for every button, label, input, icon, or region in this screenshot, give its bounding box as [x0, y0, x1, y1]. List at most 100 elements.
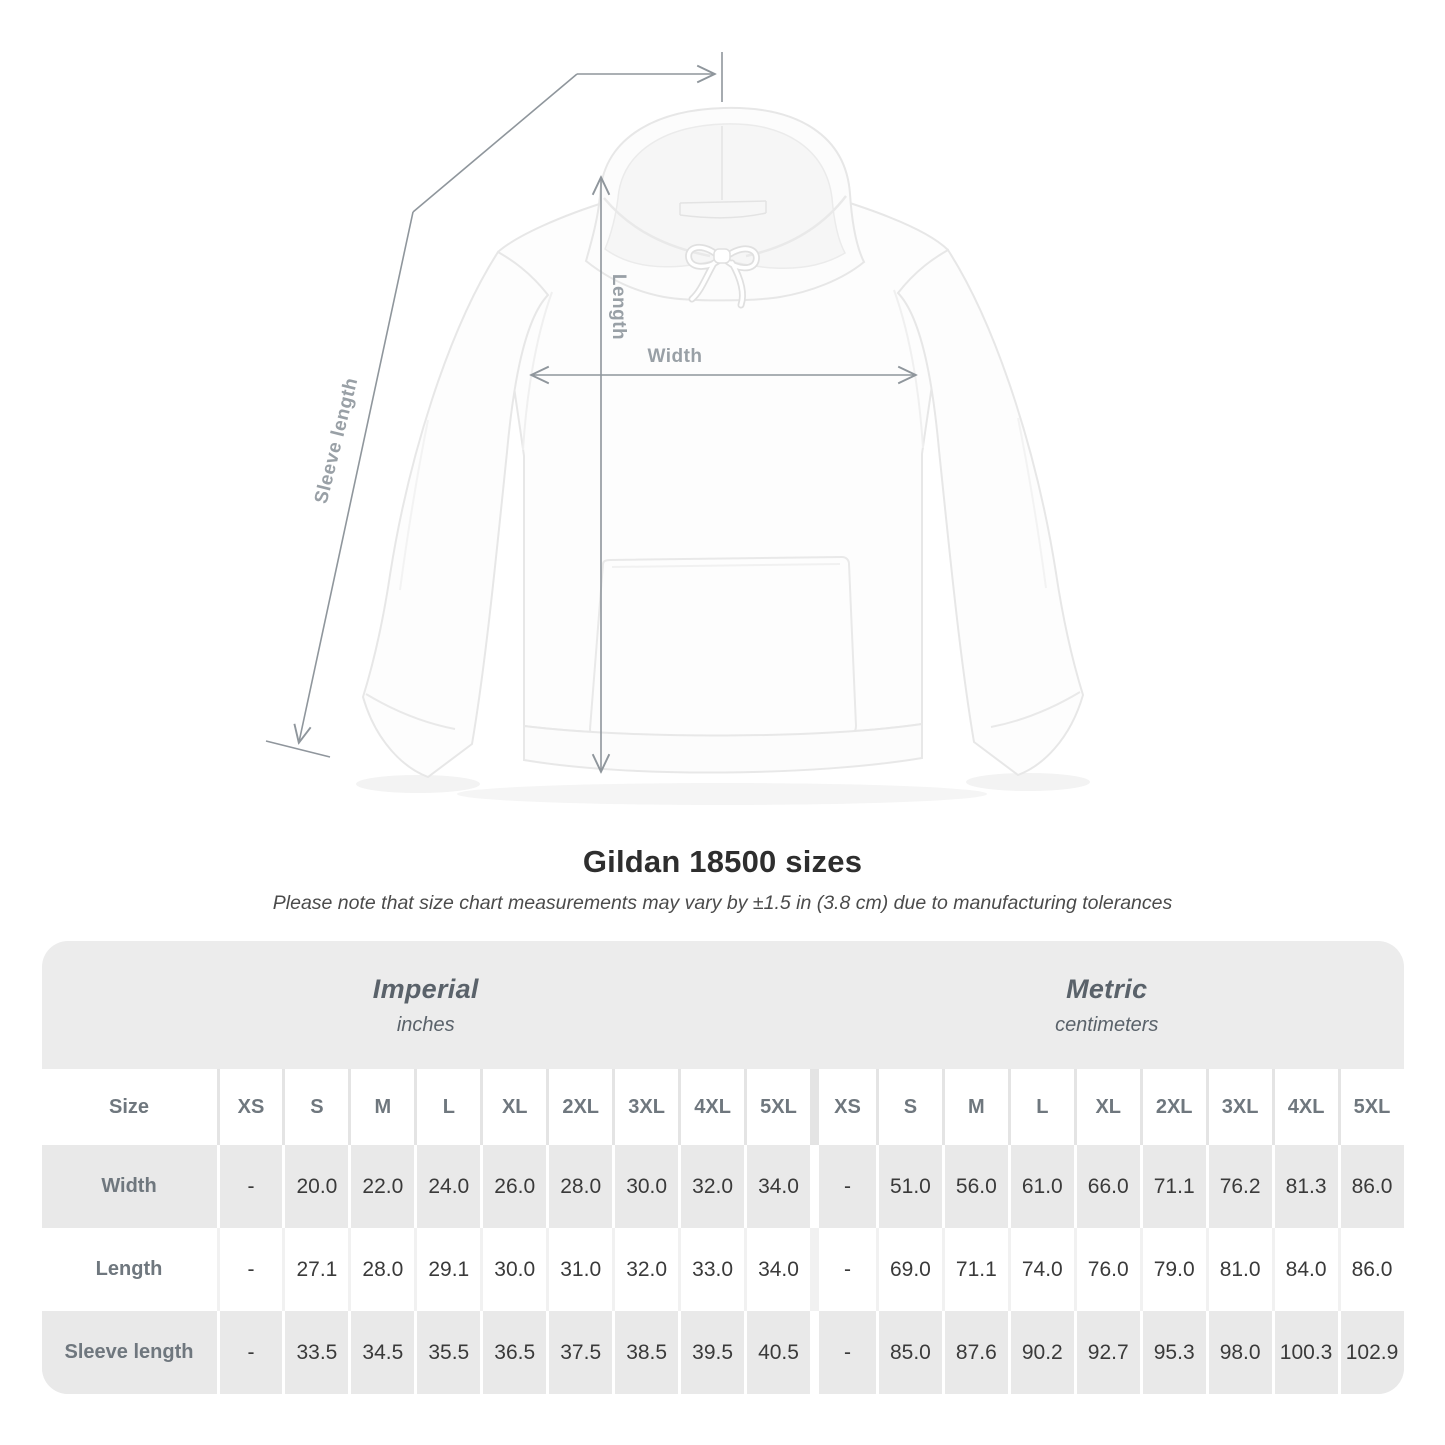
hoodie-pocket: [588, 555, 858, 741]
imperial-value-cell: -: [216, 1311, 283, 1394]
imperial-size-header-3xl: 3XL: [612, 1069, 678, 1145]
imperial-value-cell: 28.0: [546, 1145, 612, 1228]
page-title: Gildan 18500 sizes: [582, 844, 863, 879]
metric-unit-label: centimeters: [1055, 1013, 1159, 1036]
metric-value-cell: -: [809, 1228, 876, 1311]
row-label: Length: [95, 1258, 163, 1280]
metric-value-cell: 71.1: [941, 1228, 1008, 1311]
metric-size-header-3xl: 3XL: [1205, 1069, 1272, 1145]
imperial-value-cell: 34.0: [744, 1228, 810, 1311]
metric-size-header-5xl: 5XL: [1337, 1069, 1404, 1145]
row-label: Width: [101, 1175, 157, 1197]
measure-row-length: Length -27.1 28.0 29.1 30.0 31.0 32.0 33.0 34.0-…: [41, 1228, 1404, 1311]
metric-value-cell: 81.0: [1205, 1228, 1272, 1311]
metric-value-cell: 56.0: [941, 1145, 1008, 1228]
imperial-size-header-m: M: [348, 1069, 414, 1145]
size-chart: Imperial inches Metric centimeters Size X…: [41, 941, 1404, 1394]
tolerance-note: Please note that size chart measurements…: [272, 892, 1173, 914]
metric-size-header-s: S: [875, 1069, 942, 1145]
imperial-value-cell: 32.0: [678, 1145, 744, 1228]
imperial-value-cell: 30.0: [480, 1228, 546, 1311]
imperial-size-header-4xl: 4XL: [678, 1069, 744, 1145]
metric-size-header-l: L: [1007, 1069, 1074, 1145]
metric-value-cell: 66.0: [1073, 1145, 1140, 1228]
imperial-size-header-5xl: 5XL: [744, 1069, 810, 1145]
metric-value-cell: 86.0: [1337, 1228, 1404, 1311]
measure-row-sleeve-length: Sleeve length -33.5 34.5 35.5 36.5 37.5 38.5 39…: [41, 1311, 1404, 1394]
metric-value-cell: 76.2: [1205, 1145, 1272, 1228]
length-measure-label: Length: [608, 274, 629, 340]
width-measure-label: Width: [647, 346, 702, 367]
metric-value-cell: 87.6: [941, 1311, 1008, 1394]
imperial-label: Imperial: [372, 973, 479, 1004]
hoodie-left-sleeve: [361, 250, 550, 779]
metric-value-cell: 69.0: [875, 1228, 942, 1311]
metric-value-cell: 51.0: [875, 1145, 942, 1228]
imperial-value-cell: 31.0: [546, 1228, 612, 1311]
imperial-value-cell: 33.5: [282, 1311, 348, 1394]
imperial-value-cell: 29.1: [414, 1228, 480, 1311]
measurement-annotations: [265, 52, 915, 771]
metric-size-header-m: M: [941, 1069, 1008, 1145]
imperial-value-cell: 33.0: [678, 1228, 744, 1311]
imperial-unit-label: inches: [396, 1013, 455, 1036]
hoodie-drawstrings: [685, 243, 760, 309]
metric-size-header-xs: XS: [809, 1069, 876, 1145]
imperial-value-cell: 34.0: [744, 1145, 810, 1228]
metric-value-cell: 100.3: [1271, 1311, 1338, 1394]
table-rows: Width -20.0 22.0 24.0 26.0 28.0 30.0 32.0 34.0-5…: [41, 1145, 1404, 1394]
row-label: Sleeve length: [64, 1341, 194, 1363]
size-header-row: Size XS S M L XL 2XL 3XL 4XL 5XL XS S M L XL 2XL 3XL 4XL 5…: [41, 1069, 1404, 1145]
hoodie-size-diagram: Width Length Sleeve length: [265, 52, 1090, 805]
metric-size-header-xl: XL: [1073, 1069, 1140, 1145]
imperial-value-cell: 26.0: [480, 1145, 546, 1228]
imperial-value-cell: 20.0: [282, 1145, 348, 1228]
imperial-size-header-l: L: [414, 1069, 480, 1145]
metric-value-cell: 90.2: [1007, 1311, 1074, 1394]
imperial-value-cell: 22.0: [348, 1145, 414, 1228]
metric-label: Metric: [1066, 973, 1148, 1004]
metric-value-cell: 61.0: [1007, 1145, 1074, 1228]
metric-value-cell: 74.0: [1007, 1228, 1074, 1311]
hoodie-right-sleeve: [896, 248, 1085, 777]
metric-value-cell: -: [809, 1311, 876, 1394]
metric-value-cell: 71.1: [1139, 1145, 1206, 1228]
hoodie-hem-band: [523, 722, 923, 774]
hoodie-figure: Width Length Sleeve length: [265, 52, 1090, 805]
imperial-value-cell: 38.5: [612, 1311, 678, 1394]
metric-value-cell: 86.0: [1337, 1145, 1404, 1228]
imperial-value-cell: 35.5: [414, 1311, 480, 1394]
metric-value-cell: 76.0: [1073, 1228, 1140, 1311]
size-column-header: Size: [108, 1095, 150, 1118]
metric-value-cell: 98.0: [1205, 1311, 1272, 1394]
imperial-size-header-s: S: [282, 1069, 348, 1145]
imperial-value-cell: -: [216, 1145, 283, 1228]
imperial-value-cell: 40.5: [744, 1311, 810, 1394]
imperial-value-cell: 36.5: [480, 1311, 546, 1394]
imperial-value-cell: 30.0: [612, 1145, 678, 1228]
metric-value-cell: -: [809, 1145, 876, 1228]
measure-row-width: Width -20.0 22.0 24.0 26.0 28.0 30.0 32.0 34.0-5…: [41, 1145, 1404, 1228]
metric-value-cell: 84.0: [1271, 1228, 1338, 1311]
imperial-group-header: Imperial inches: [42, 974, 811, 1037]
hoodie-hood-opening: [604, 123, 846, 270]
imperial-value-cell: 32.0: [612, 1228, 678, 1311]
imperial-value-cell: 24.0: [414, 1145, 480, 1228]
imperial-value-cell: 27.1: [282, 1228, 348, 1311]
imperial-value-cell: 34.5: [348, 1311, 414, 1394]
unit-group-header: Imperial inches Metric centimeters: [42, 941, 1404, 1069]
metric-value-cell: 81.3: [1271, 1145, 1338, 1228]
metric-group-header: Metric centimeters: [810, 974, 1404, 1037]
metric-value-cell: 102.9: [1337, 1311, 1404, 1394]
imperial-value-cell: 28.0: [348, 1228, 414, 1311]
metric-value-cell: 92.7: [1073, 1311, 1140, 1394]
metric-value-cell: 79.0: [1139, 1228, 1206, 1311]
metric-size-header-2xl: 2XL: [1139, 1069, 1206, 1145]
imperial-size-header-xl: XL: [480, 1069, 546, 1145]
imperial-size-header-2xl: 2XL: [546, 1069, 612, 1145]
imperial-value-cell: 37.5: [546, 1311, 612, 1394]
imperial-value-cell: 39.5: [678, 1311, 744, 1394]
hoodie-illustration: [356, 106, 1090, 805]
imperial-size-header-xs: XS: [216, 1069, 283, 1145]
sleeve-length-line: [265, 52, 723, 758]
